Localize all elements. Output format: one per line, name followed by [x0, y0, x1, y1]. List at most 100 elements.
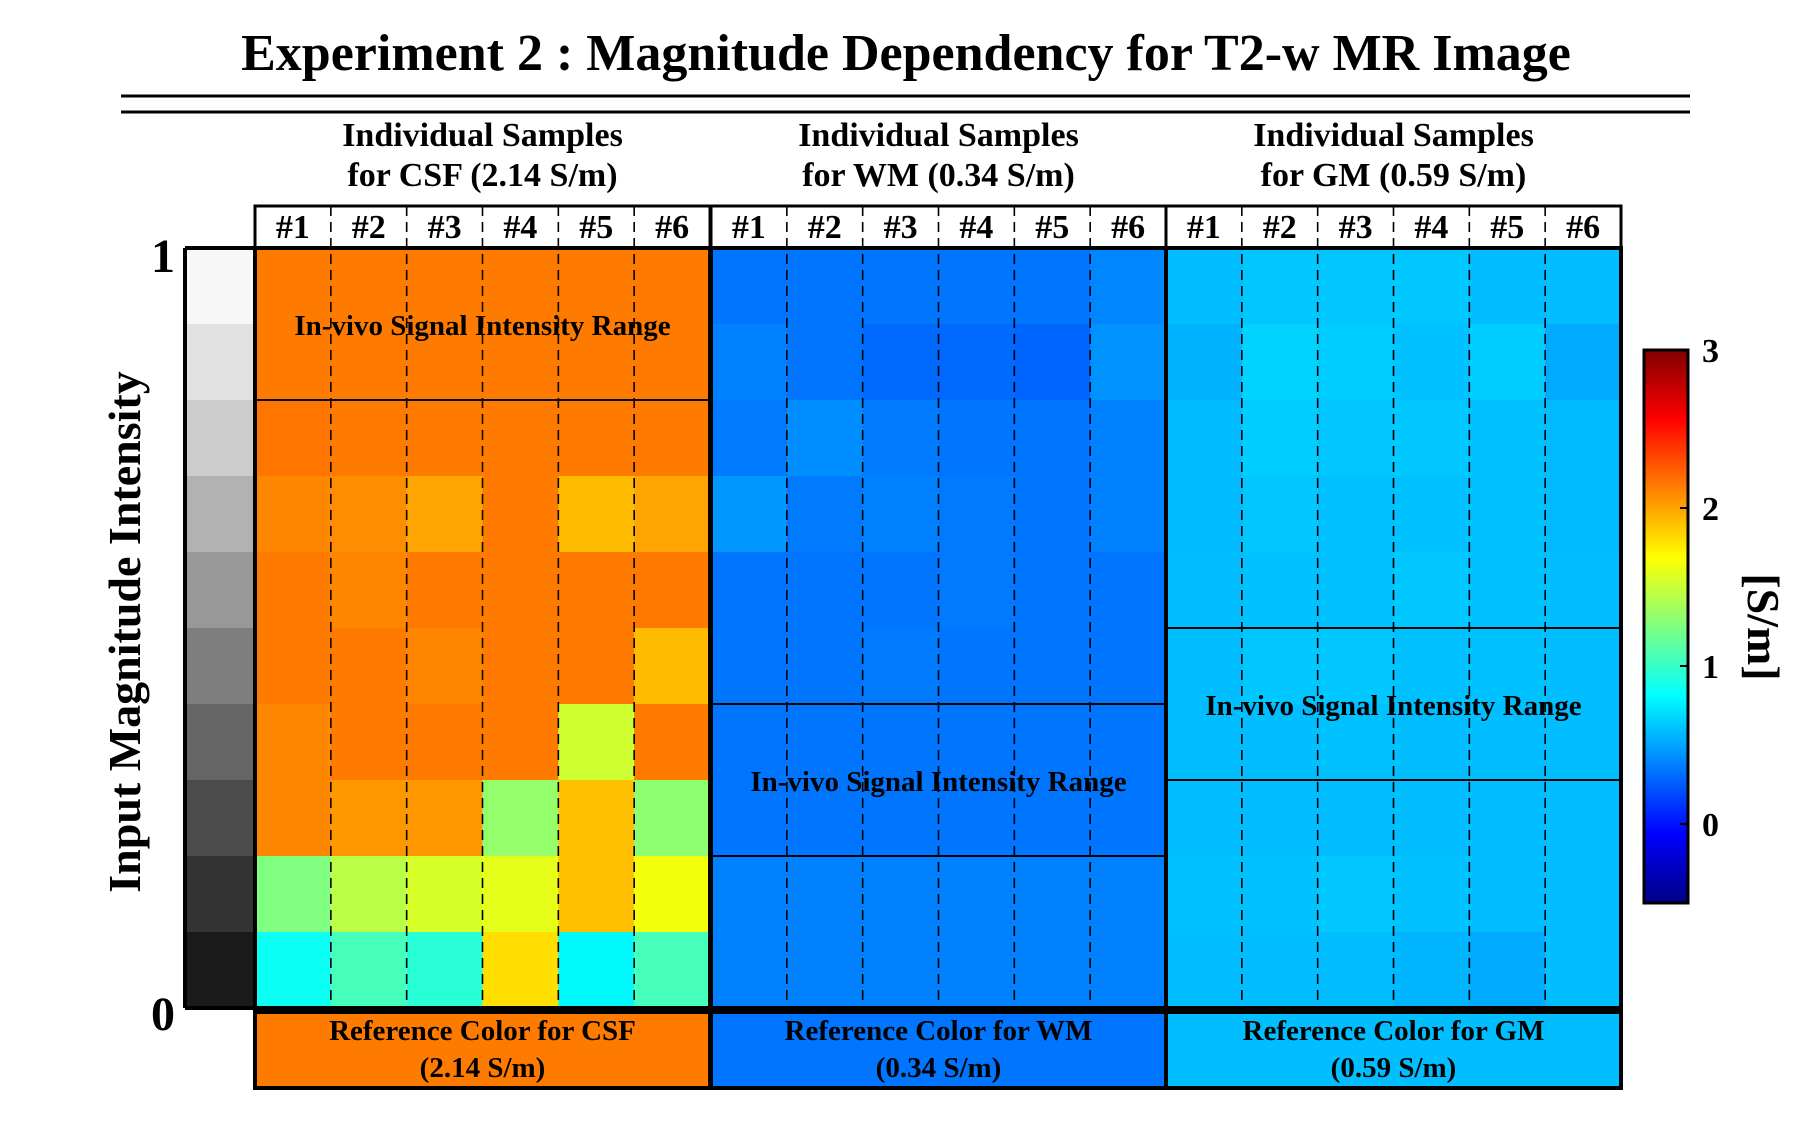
heatmap-cell [1090, 248, 1167, 325]
heatmap-cell [482, 476, 559, 553]
heatmap-cell [1090, 780, 1167, 857]
heatmap-cell [330, 628, 408, 705]
sample-label: #3 [1339, 209, 1373, 246]
heatmap-cell [330, 248, 408, 325]
heatmap-cell [1090, 324, 1167, 401]
reference-label-line1: Reference Color for GM [1243, 1015, 1545, 1047]
heatmap-cell [406, 932, 483, 1009]
heatmap-cell [558, 324, 635, 401]
sample-label: #1 [276, 209, 310, 246]
colorbar-tick-label: 1 [1702, 649, 1719, 686]
heatmap-cell [1014, 932, 1091, 1009]
heatmap-cell [1014, 704, 1091, 781]
reference-label-line2: (0.59 S/m) [1331, 1052, 1457, 1084]
grayscale-level [185, 704, 255, 781]
heatmap-cell [938, 932, 1015, 1009]
heatmap-cell [558, 552, 635, 629]
heatmap-cell [1469, 552, 1546, 629]
heatmap-cell [786, 400, 864, 477]
heatmap-cell [406, 780, 483, 857]
panel-header-line1: Individual Samples [798, 117, 1079, 154]
heatmap-cell [786, 552, 864, 629]
heatmap-cell [634, 248, 711, 325]
heatmap-cell [1241, 400, 1319, 477]
heatmap-cell [862, 400, 939, 477]
heatmap-cell [330, 400, 408, 477]
heatmap-cell [1241, 248, 1319, 325]
heatmap-cell [1317, 704, 1394, 781]
heatmap-cell [1317, 324, 1394, 401]
heatmap-cell [1241, 932, 1319, 1009]
heatmap-cell [558, 856, 635, 933]
sample-label: #5 [1035, 209, 1069, 246]
heatmap-cell [862, 628, 939, 705]
heatmap-cell [862, 704, 939, 781]
y-axis-top-label: 1 [151, 230, 175, 283]
reference-label-line2: (2.14 S/m) [420, 1052, 546, 1084]
heatmap-cell [1241, 476, 1319, 553]
heatmap-cell [406, 552, 483, 629]
heatmap-cell [406, 704, 483, 781]
panel-header-line2: for WM (0.34 S/m) [802, 157, 1075, 194]
heatmap-cell [1166, 400, 1243, 477]
heatmap-cell [1166, 324, 1243, 401]
heatmap-cell [1469, 780, 1546, 857]
heatmap-cell [711, 400, 788, 477]
heatmap-cell [1393, 400, 1470, 477]
heatmap-cell [1317, 628, 1394, 705]
heatmap-cell [1545, 856, 1622, 933]
heatmap-cell [330, 780, 408, 857]
heatmap-cell [1166, 476, 1243, 553]
heatmap-cell [1090, 856, 1167, 933]
heatmap-cell [862, 248, 939, 325]
heatmap-cell [1241, 856, 1319, 933]
heatmap-cell [255, 704, 332, 781]
heatmap-cell [862, 856, 939, 933]
heatmap-cell [330, 476, 408, 553]
heatmap-cell [482, 324, 559, 401]
heatmap-cell [482, 704, 559, 781]
heatmap-cell [1393, 324, 1470, 401]
heatmap-cell [255, 552, 332, 629]
panel-header-line2: for CSF (2.14 S/m) [347, 157, 617, 194]
heatmap-cell [862, 932, 939, 1009]
grayscale-level [185, 628, 255, 705]
heatmap-cell [711, 476, 788, 553]
heatmap-cell [1014, 248, 1091, 325]
heatmap-cell [1014, 324, 1091, 401]
heatmap-panels: Individual Samples for CSF (2.14 S/m) #1 #2… [253, 117, 1623, 1090]
heatmap-cell [558, 628, 635, 705]
heatmap-cell [1545, 552, 1622, 629]
heatmap-cell [1317, 248, 1394, 325]
heatmap-cell [1317, 932, 1394, 1009]
heatmap-cell [634, 932, 711, 1009]
sample-label: #6 [1566, 209, 1600, 246]
heatmap-cell [786, 324, 864, 401]
sample-label: #2 [352, 209, 386, 246]
sample-label: #1 [732, 209, 766, 246]
heatmap-cell [1166, 704, 1243, 781]
heatmap-cell [1241, 704, 1319, 781]
heatmap-cell [1393, 704, 1470, 781]
reference-label-line1: Reference Color for WM [785, 1015, 1093, 1047]
grayscale-level [185, 476, 255, 553]
heatmap-cell [255, 248, 332, 325]
heatmap-cell [406, 324, 483, 401]
heatmap-cell [1241, 552, 1319, 629]
heatmap-cell [786, 704, 864, 781]
heatmap-cell [786, 476, 864, 553]
heatmap-cell [1545, 324, 1622, 401]
heatmap-cell [1393, 932, 1470, 1009]
heatmap-cell [1469, 476, 1546, 553]
grayscale-level [185, 856, 255, 933]
heatmap-cell [1241, 628, 1319, 705]
heatmap-cell [1014, 476, 1091, 553]
heatmap-cell [1014, 552, 1091, 629]
heatmap-cell [1469, 248, 1546, 325]
heatmap-cell [1166, 932, 1243, 1009]
heatmap-cell [1545, 248, 1622, 325]
heatmap-cell [938, 628, 1015, 705]
heatmap-cell [1166, 552, 1243, 629]
